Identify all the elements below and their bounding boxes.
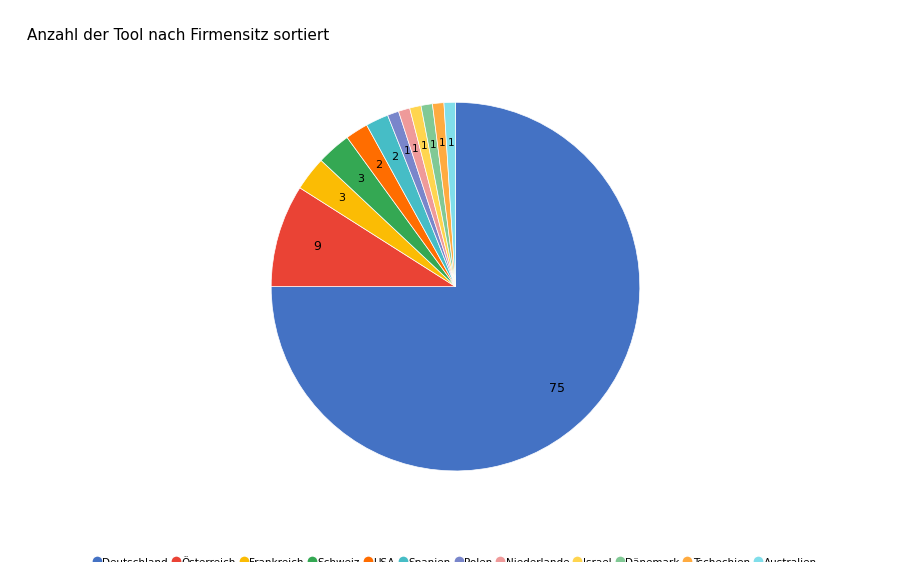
Wedge shape [433,103,456,287]
Legend: Deutschland, Österreich, Frankreich, Schweiz, USA, Spanien, Polen, Niederlande, : Deutschland, Österreich, Frankreich, Sch… [90,553,821,562]
Text: 9: 9 [313,240,322,253]
Wedge shape [388,111,456,287]
Wedge shape [271,102,640,471]
Wedge shape [300,160,456,287]
Text: 3: 3 [357,174,363,184]
Text: 1: 1 [430,139,436,149]
Text: 3: 3 [338,193,345,203]
Text: 75: 75 [549,382,565,395]
Wedge shape [321,138,456,287]
Text: 1: 1 [439,138,445,148]
Text: 1: 1 [404,146,410,156]
Text: 2: 2 [391,152,398,161]
Wedge shape [421,104,456,287]
Text: Anzahl der Tool nach Firmensitz sortiert: Anzahl der Tool nach Firmensitz sortiert [27,28,330,43]
Wedge shape [444,102,456,287]
Wedge shape [410,106,456,287]
Text: 2: 2 [375,160,382,170]
Text: 1: 1 [412,143,419,153]
Wedge shape [398,108,456,287]
Wedge shape [271,188,456,287]
Wedge shape [347,125,456,287]
Text: 1: 1 [421,141,427,151]
Wedge shape [367,115,456,287]
Text: 1: 1 [447,138,455,148]
